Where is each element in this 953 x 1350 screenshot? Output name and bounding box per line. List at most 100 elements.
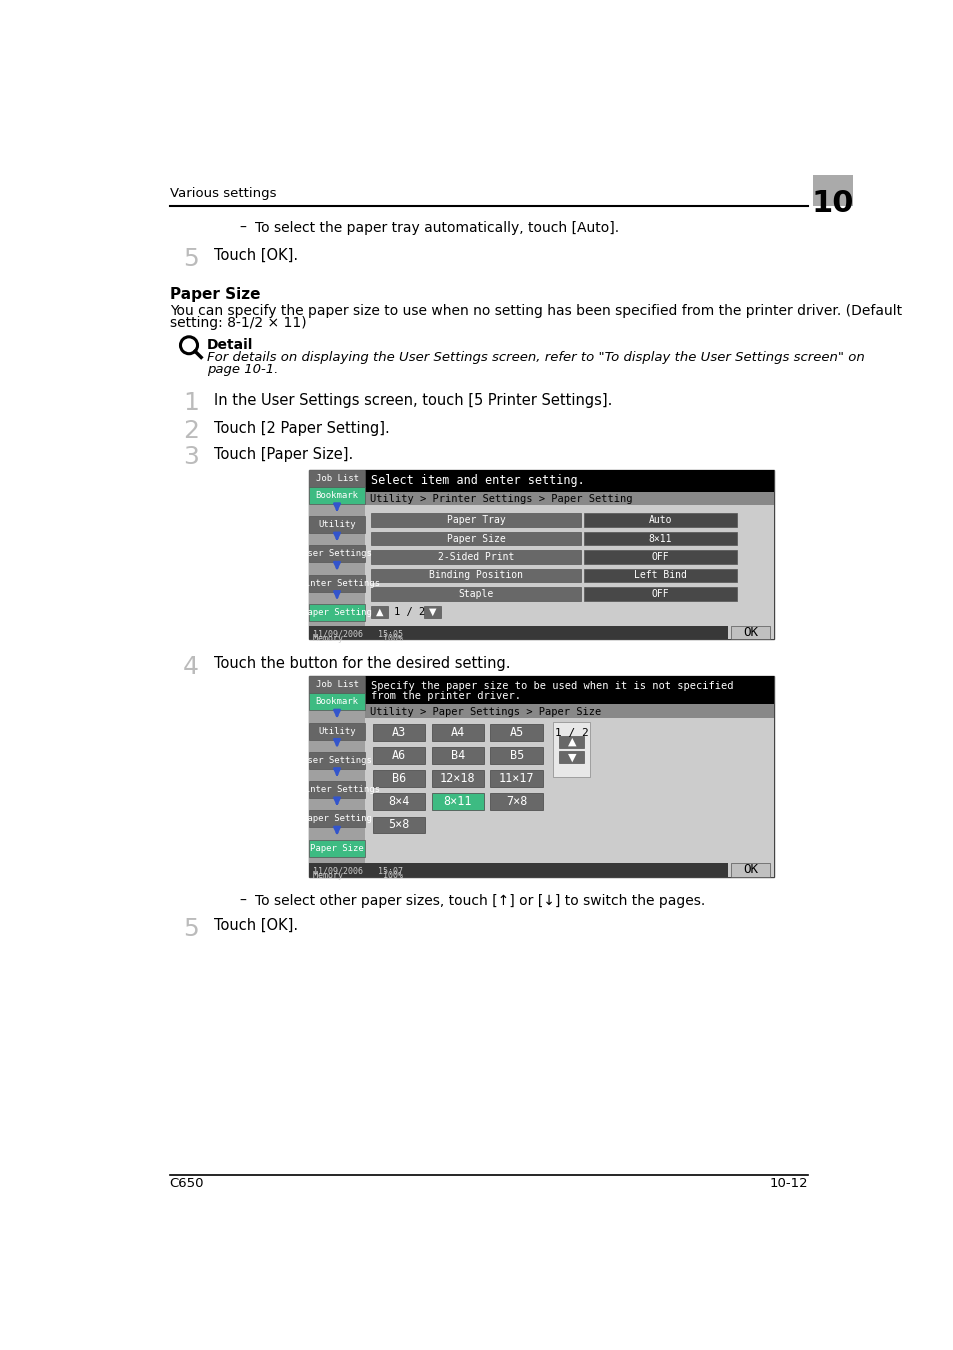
Text: 11×17: 11×17 <box>498 772 534 786</box>
Text: 12×18: 12×18 <box>439 772 476 786</box>
Bar <box>309 625 727 640</box>
Bar <box>309 863 727 876</box>
Text: 7×8: 7×8 <box>506 795 527 809</box>
Bar <box>309 722 365 740</box>
Text: Touch [OK].: Touch [OK]. <box>213 248 297 263</box>
Text: 11/09/2006   15:07: 11/09/2006 15:07 <box>313 867 402 876</box>
Bar <box>373 724 425 741</box>
Text: from the printer driver.: from the printer driver. <box>371 691 520 702</box>
Text: OFF: OFF <box>651 589 668 599</box>
Text: A5: A5 <box>509 726 523 738</box>
Text: 5×8: 5×8 <box>388 818 409 832</box>
Bar <box>583 549 736 564</box>
Bar <box>490 794 542 810</box>
Bar <box>731 863 769 876</box>
Text: Utility: Utility <box>318 520 355 529</box>
Bar <box>309 575 365 591</box>
Bar <box>558 736 583 748</box>
Text: 8×11: 8×11 <box>648 533 672 544</box>
Text: Paper Size: Paper Size <box>170 286 260 302</box>
Bar <box>365 705 773 718</box>
Text: 1 / 2: 1 / 2 <box>555 728 588 737</box>
Text: Utility > Paper Settings > Paper Size: Utility > Paper Settings > Paper Size <box>369 707 600 717</box>
Text: 8×11: 8×11 <box>443 795 472 809</box>
Text: To select other paper sizes, touch [↑] or [↓] to switch the pages.: To select other paper sizes, touch [↑] o… <box>254 894 704 907</box>
Bar <box>309 603 365 621</box>
Text: Paper Size: Paper Size <box>310 844 363 853</box>
Bar <box>812 176 852 207</box>
Text: Printer Settings: Printer Settings <box>294 579 379 587</box>
Text: B6: B6 <box>392 772 406 786</box>
Text: B5: B5 <box>509 749 523 763</box>
Text: You can specify the paper size to use when no setting has been specified from th: You can specify the paper size to use wh… <box>170 305 901 319</box>
Bar <box>309 470 365 640</box>
Text: User Settings: User Settings <box>302 756 372 765</box>
Bar <box>553 722 590 778</box>
Text: Detail: Detail <box>207 338 253 351</box>
Bar <box>371 513 580 526</box>
Bar <box>490 771 542 787</box>
Bar <box>309 470 773 640</box>
Text: 5: 5 <box>183 247 198 271</box>
Text: A6: A6 <box>392 749 406 763</box>
Bar <box>583 532 736 545</box>
Text: ▲: ▲ <box>375 606 383 617</box>
Bar <box>558 751 583 763</box>
Text: 2: 2 <box>183 420 198 443</box>
Text: OK: OK <box>742 626 758 639</box>
Bar <box>309 676 365 876</box>
Text: Paper Setting: Paper Setting <box>302 814 372 824</box>
Text: Select item and enter setting.: Select item and enter setting. <box>371 474 584 487</box>
Bar <box>365 491 773 505</box>
Text: A4: A4 <box>451 726 464 738</box>
Text: Paper Size: Paper Size <box>446 533 505 544</box>
Text: Auto: Auto <box>648 516 672 525</box>
Text: Utility: Utility <box>318 726 355 736</box>
Bar <box>371 549 580 564</box>
Bar <box>431 794 484 810</box>
Text: Paper Setting: Paper Setting <box>302 608 372 617</box>
Bar <box>731 625 769 640</box>
Text: Binding Position: Binding Position <box>429 571 522 580</box>
Text: Job List: Job List <box>315 474 358 483</box>
Bar <box>309 545 365 563</box>
Text: In the User Settings screen, touch [5 Printer Settings].: In the User Settings screen, touch [5 Pr… <box>213 393 612 408</box>
Bar <box>309 676 773 705</box>
Text: Touch [Paper Size].: Touch [Paper Size]. <box>213 447 353 462</box>
Text: 11/09/2006   15:05: 11/09/2006 15:05 <box>313 629 402 639</box>
Text: 4: 4 <box>183 655 198 679</box>
Bar <box>371 587 580 601</box>
Bar <box>373 747 425 764</box>
Text: OFF: OFF <box>651 552 668 562</box>
Bar <box>309 752 365 768</box>
Text: 2-Sided Print: 2-Sided Print <box>437 552 514 562</box>
Text: Left Bind: Left Bind <box>633 571 686 580</box>
Text: page 10-1.: page 10-1. <box>207 363 278 375</box>
Text: –: – <box>239 894 246 907</box>
Text: Touch [2 Paper Setting].: Touch [2 Paper Setting]. <box>213 421 389 436</box>
Text: Utility > Printer Settings > Paper Setting: Utility > Printer Settings > Paper Setti… <box>369 494 632 505</box>
Bar <box>309 470 773 491</box>
Bar <box>309 470 365 487</box>
Text: Memory        100%: Memory 100% <box>313 871 402 880</box>
Text: Touch [OK].: Touch [OK]. <box>213 918 297 933</box>
Bar <box>423 606 440 618</box>
Text: setting: 8-1/2 × 11): setting: 8-1/2 × 11) <box>170 316 306 329</box>
Bar <box>371 606 388 618</box>
Bar <box>309 516 365 533</box>
Text: For details on displaying the User Settings screen, refer to "To display the Use: For details on displaying the User Setti… <box>207 351 863 364</box>
Bar <box>309 810 365 828</box>
Bar <box>490 747 542 764</box>
Bar <box>309 840 365 856</box>
Text: 1: 1 <box>183 392 198 416</box>
Bar <box>373 794 425 810</box>
Bar <box>371 568 580 582</box>
Text: To select the paper tray automatically, touch [Auto].: To select the paper tray automatically, … <box>254 221 618 235</box>
Bar <box>373 771 425 787</box>
Text: Various settings: Various settings <box>170 186 275 200</box>
Text: 10: 10 <box>811 189 853 217</box>
Text: Staple: Staple <box>457 589 493 599</box>
Text: A3: A3 <box>392 726 406 738</box>
Text: User Settings: User Settings <box>302 549 372 559</box>
Text: ▼: ▼ <box>567 752 576 763</box>
